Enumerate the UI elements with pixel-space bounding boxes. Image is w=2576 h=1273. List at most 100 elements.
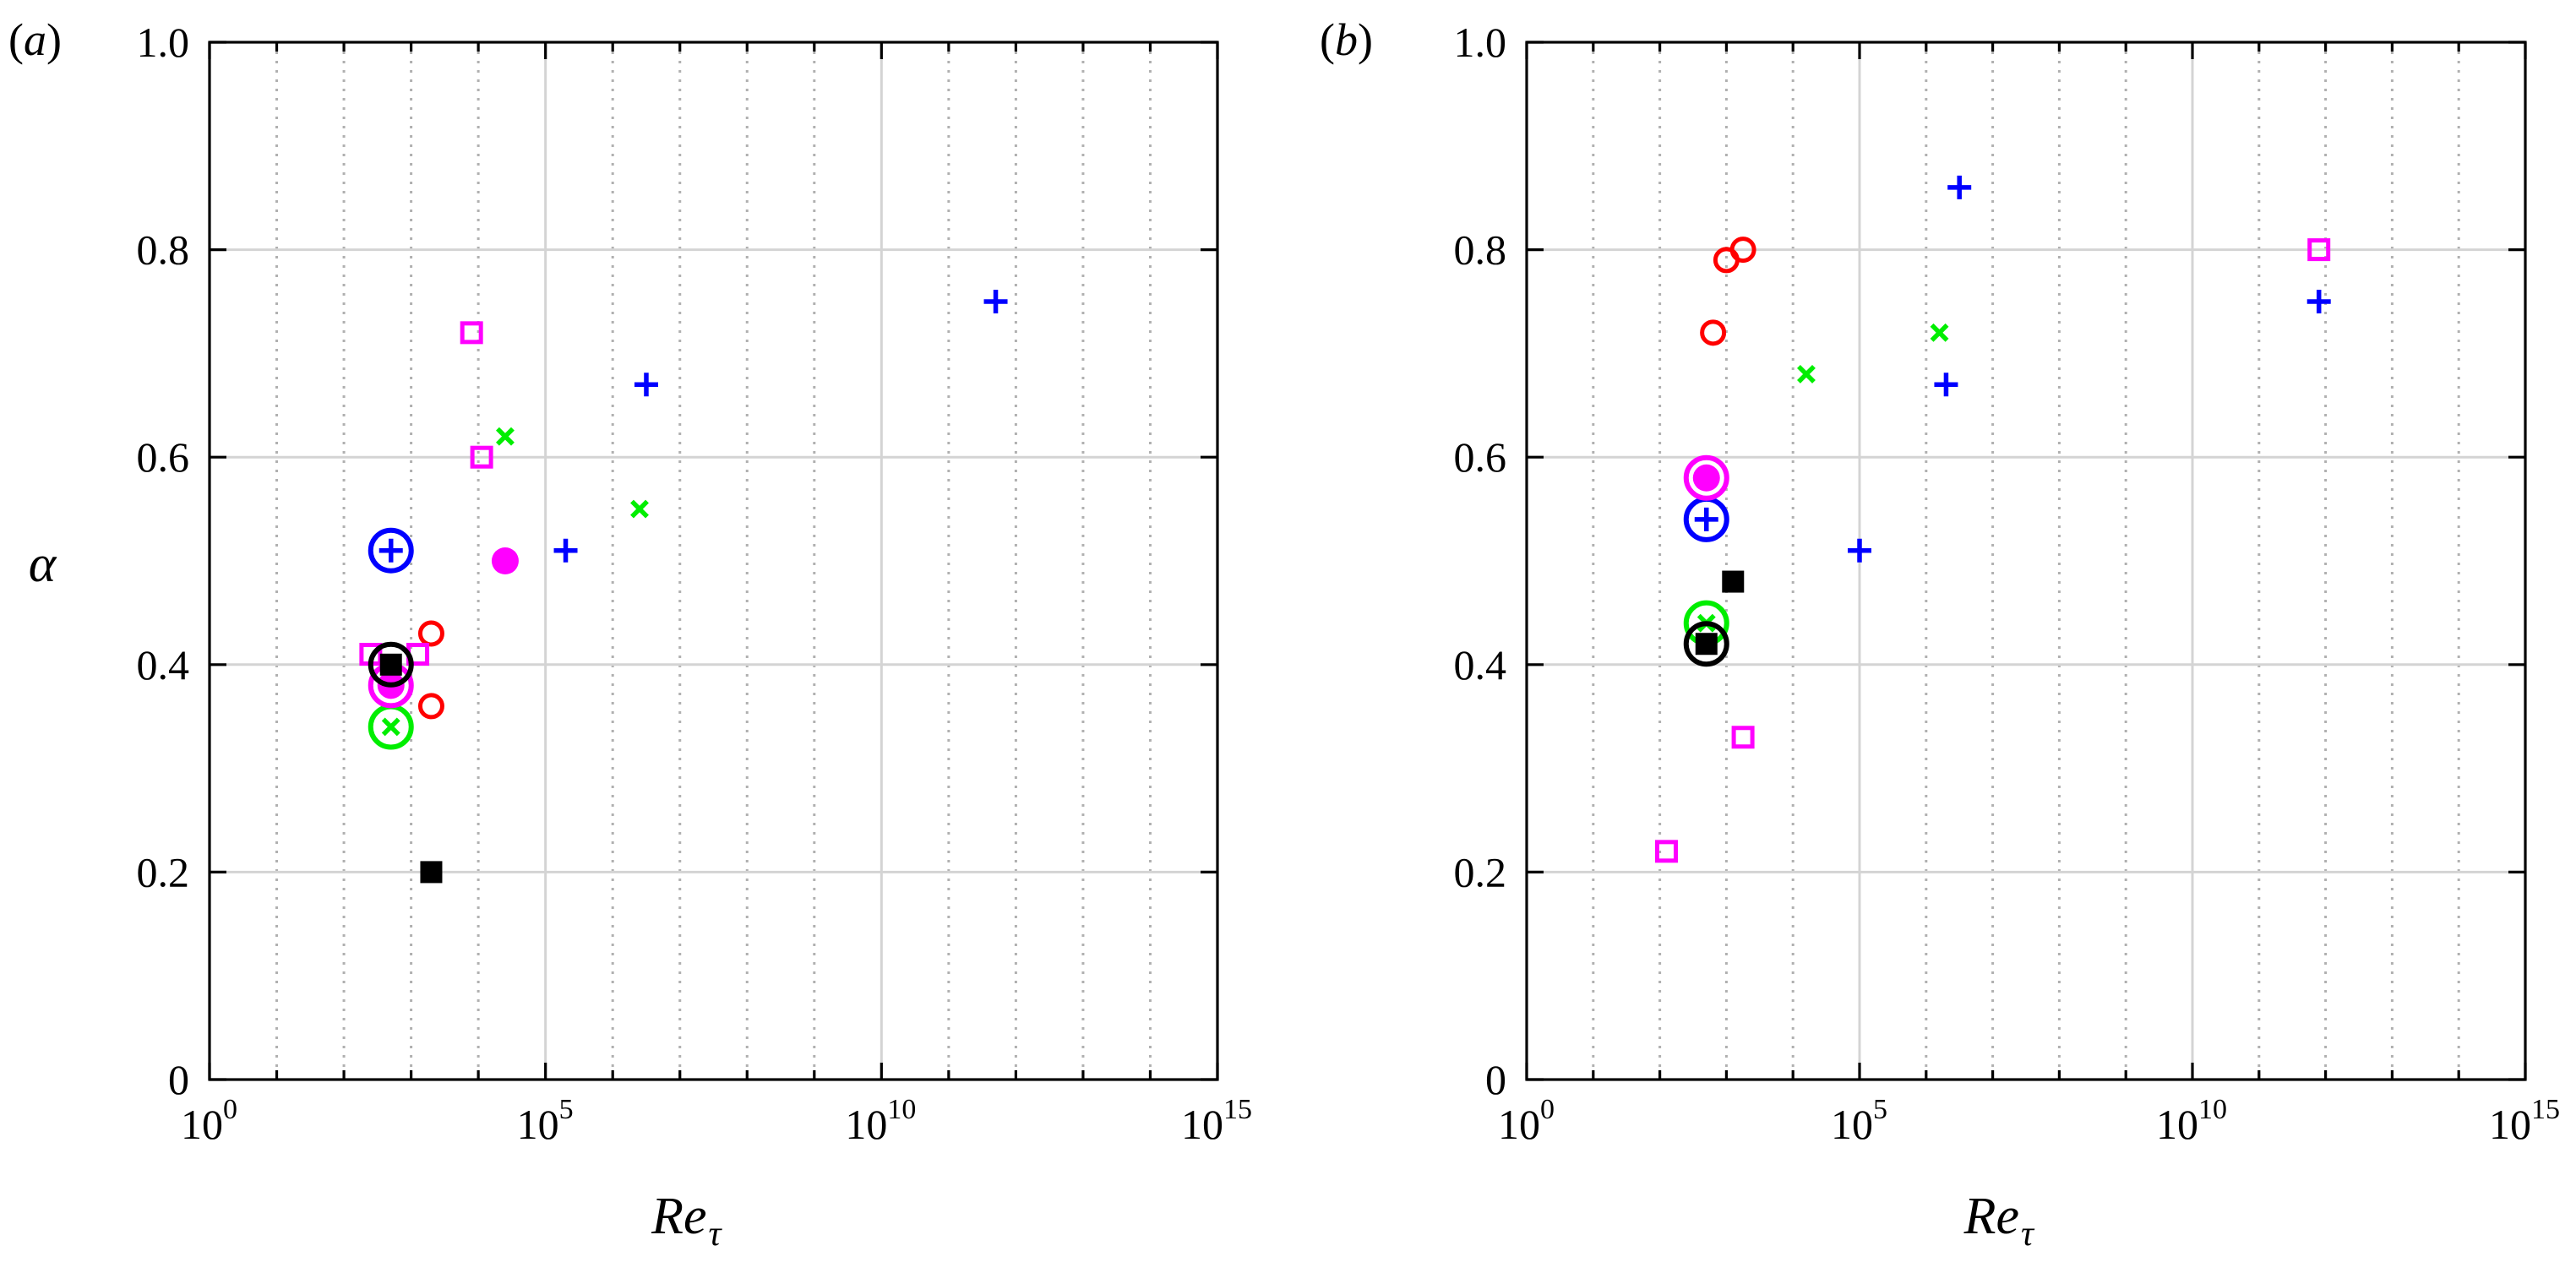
panel-b-x-tick-label-base: 10 xyxy=(1831,1101,1873,1148)
panel-a-label: (a) xyxy=(8,14,62,65)
panel-b-magenta-square-mark xyxy=(1654,840,1678,863)
panel-a-x-axis-title-subscript: τ xyxy=(709,1215,723,1254)
panel-b-magenta-dot-mark xyxy=(1692,464,1720,492)
panel-b-blue-plus-point xyxy=(1934,373,1958,397)
panel-a-y-tick-label: 0.6 xyxy=(137,433,190,481)
panel-b-x-tick-label-exponent: 10 xyxy=(2198,1094,2227,1125)
panel-b-y-tick-label: 0.8 xyxy=(1454,226,1507,274)
panel-b-label: (b) xyxy=(1320,14,1373,65)
panel-a-black-square-highlight-ring xyxy=(368,641,414,688)
panel-b-magenta-square-point xyxy=(2307,238,2331,262)
panel-a-x-tick-label: 10 5 xyxy=(517,1094,574,1148)
panel-b-x-tick-label-exponent: 5 xyxy=(1873,1094,1887,1125)
panel-b-black-square-highlight-ring xyxy=(1683,621,1729,667)
panel-b-red-circle-mark xyxy=(1700,319,1727,346)
panel-a-y-tick-label: 0 xyxy=(168,1056,189,1103)
panel-b-x-axis-title-main: Re xyxy=(1963,1188,2019,1245)
panel-a-markers xyxy=(359,290,1008,884)
panel-b-magenta-square-point xyxy=(1731,726,1755,749)
panel-a-y-tick-label: 1.0 xyxy=(137,19,190,66)
panel-a-blue-plus-mark xyxy=(379,538,403,563)
panel-a-magenta-square-point xyxy=(470,445,493,469)
panel-b-blue-plus-mark xyxy=(1694,507,1718,531)
panel-b-y-tick-label: 0 xyxy=(1485,1056,1506,1103)
panel-a-x-tick-label: 10 15 xyxy=(1181,1094,1252,1148)
panel-a-magenta-square-point xyxy=(460,321,483,345)
panel-a-y-axis-title: α xyxy=(29,536,57,593)
panel-b-red-circle-point xyxy=(1700,319,1727,346)
panel-b-blue-plus-point xyxy=(1683,496,1729,542)
panel-a-x-axis-title: Re τ xyxy=(651,1188,722,1254)
panel-b-black-square-point xyxy=(1722,570,1745,593)
panel-a-magenta-square-mark xyxy=(470,445,493,469)
panel-a-x-tick-label-exponent: 0 xyxy=(223,1094,237,1125)
panel-a-blue-plus-point xyxy=(983,290,1008,313)
panel-b-x-tick-label-exponent: 0 xyxy=(1540,1094,1555,1125)
panel-b-magenta-square-mark xyxy=(1731,726,1755,749)
panel-b-x-tick-label: 10 0 xyxy=(1498,1094,1555,1148)
panel-a-x-tick-label-base: 10 xyxy=(517,1101,559,1148)
panel-b-magenta-dot-highlight-ring xyxy=(1683,454,1729,501)
panel-a-y-tick-label: 0.4 xyxy=(137,641,190,688)
panel-b-y-tick-label: 0.6 xyxy=(1454,433,1507,481)
panel-b-y-tick-label: 0.2 xyxy=(1454,848,1507,895)
panel-b-x-axis-title-subscript: τ xyxy=(2021,1215,2035,1254)
panel-a-blue-plus-mark xyxy=(983,290,1008,313)
panel-a-magenta-square-mark xyxy=(460,321,483,345)
panel-a-green-x-mark xyxy=(381,717,400,737)
panel-a-x-tick-label: 10 0 xyxy=(181,1094,237,1148)
panel-a-black-square-mark xyxy=(379,653,402,676)
panel-b-magenta-square-mark xyxy=(2307,238,2331,262)
panel-b-x-tick-label-base: 10 xyxy=(1498,1101,1540,1148)
panel-a-grid xyxy=(210,42,1217,1080)
panel-a-x-tick-label-base: 10 xyxy=(845,1101,887,1148)
panel-a-y-tick-label: 0.8 xyxy=(137,226,190,274)
panel-b-blue-plus-mark xyxy=(1848,538,1871,563)
panel-a-green-x-point xyxy=(630,499,649,519)
panel-b-red-circle-point xyxy=(1729,237,1756,264)
panel-a-y-tick-label: 0.2 xyxy=(137,848,190,895)
panel-a-blue-plus-point xyxy=(553,538,578,563)
panel-a-magenta-dot-mark xyxy=(491,547,519,574)
panel-a-x-axis-title-main: Re xyxy=(651,1188,706,1245)
panel-b-green-x-mark xyxy=(1930,323,1949,342)
panel-b-x-axis-title: Re τ xyxy=(1963,1188,2035,1254)
panel-a-green-x-point xyxy=(496,427,515,446)
panel-b-blue-plus-mark xyxy=(1947,175,1972,199)
panel-b-grid xyxy=(1527,42,2525,1080)
panel-b-black-square-point xyxy=(1683,621,1729,667)
panel-a-red-circle-mark xyxy=(417,693,444,720)
panel-b-green-x-mark xyxy=(1797,365,1816,384)
panel-a-red-circle-point xyxy=(417,620,444,647)
panel-b-blue-plus-mark xyxy=(2306,290,2331,313)
panel-a-green-x-point xyxy=(368,704,414,750)
panel-b-black-square-mark xyxy=(1722,570,1745,593)
panel-b-x-tick-label: 10 10 xyxy=(2156,1094,2227,1148)
panel-a-x-tick-label-base: 10 xyxy=(1181,1101,1223,1148)
panel-a-blue-plus-point xyxy=(634,373,658,397)
panel-a-red-circle-point xyxy=(417,693,444,720)
panel-b-y-tick-label: 0.4 xyxy=(1454,641,1507,688)
panel-a-blue-plus-mark xyxy=(634,373,658,397)
panel-a-x-tick-label-exponent: 10 xyxy=(887,1094,916,1125)
panel-b-axes-box xyxy=(1525,41,2527,1081)
panel-a-magenta-dot-point xyxy=(491,547,519,574)
panel-b-blue-plus-point xyxy=(1848,538,1871,563)
panel-b-markers xyxy=(1654,175,2331,863)
panel-a-green-x-mark xyxy=(630,499,649,519)
panel-a-red-circle-mark xyxy=(417,620,444,647)
panel-b-y-tick-label: 1.0 xyxy=(1454,19,1507,66)
panel-b-blue-plus-point xyxy=(1947,175,1972,199)
panel-a-x-tick-label: 10 10 xyxy=(845,1094,916,1148)
panel-a-axes-box xyxy=(208,41,1219,1081)
panel-a-x-tick-label-exponent: 5 xyxy=(559,1094,574,1125)
panel-a-blue-plus-highlight-ring xyxy=(368,527,414,574)
panel-b-magenta-dot-point xyxy=(1683,454,1729,501)
panel-a-x-tick-label-exponent: 15 xyxy=(1223,1094,1252,1125)
panel-b-x-tick-label-base: 10 xyxy=(2156,1101,2198,1148)
panel-b-green-x-point xyxy=(1797,365,1816,384)
panel-b-green-x-point xyxy=(1930,323,1949,342)
panel-a-blue-plus-mark xyxy=(553,538,578,563)
